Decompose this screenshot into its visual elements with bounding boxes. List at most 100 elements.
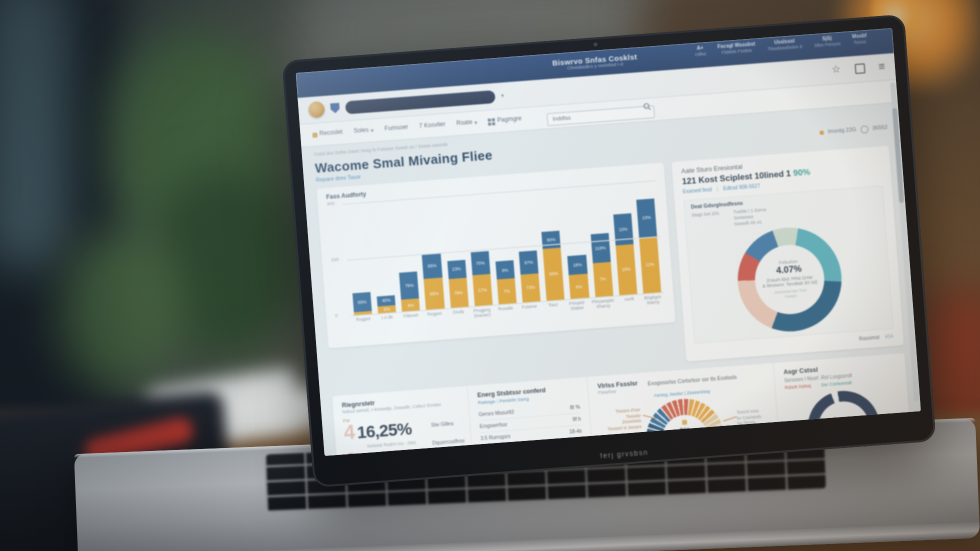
- bar-value-label: 10%: [621, 266, 631, 273]
- nav-item-label: Pagmgre: [497, 116, 522, 124]
- nav-item-7-kosvlier[interactable]: 7 Kosvlier: [419, 121, 446, 130]
- table-cell-name: Rsvls Cssrbr Issrslrss: [481, 444, 530, 454]
- maximize-icon[interactable]: [854, 63, 865, 75]
- chart-ytick: 150: [330, 257, 340, 264]
- bar-segment-top: 70%: [470, 251, 491, 275]
- chrome-actions: ☆ ≡: [831, 60, 886, 76]
- menu-hamburger-icon[interactable]: ≡: [878, 60, 886, 73]
- search-box: [546, 100, 655, 127]
- bar-segment-top: 118%: [590, 233, 611, 263]
- grid-icon: [488, 117, 496, 126]
- bar-segment-top: 80%: [541, 230, 561, 249]
- nav-item-pagmgre[interactable]: Pagmgre: [488, 116, 522, 126]
- nav-item-recoslet[interactable]: Recoslet: [312, 129, 343, 138]
- risk-link-red[interactable]: Rdsrlt Sslssj: [784, 384, 812, 392]
- gauge-link-2[interactable]: Zssssrslssy: [686, 388, 711, 396]
- summary-link-2[interactable]: Edtrsd 908-5527: [722, 183, 761, 193]
- laptop-lid: Biswrvo Snfas Cosklst Chrwdasdtcs y resr…: [281, 14, 937, 488]
- nav-item-fumsoer[interactable]: Fumsoer: [384, 124, 408, 133]
- bar-category-label: Rosaile: [498, 305, 514, 312]
- footer-value-link[interactable]: 434: [884, 333, 894, 341]
- table-cell-name: Ersgswrrfssr: [479, 421, 508, 430]
- progress-ring-arc: [805, 388, 883, 456]
- bar-value-label: 10%: [641, 215, 652, 221]
- meta-label: Imsntg 22G: [827, 127, 857, 136]
- bar-category-label: Regpet: [427, 310, 442, 317]
- bar-category-label: Rogpet: [355, 316, 371, 323]
- titlebar-menu-item[interactable]: Fscsgl Wsssbst Flsblsls Fssttss: [717, 41, 756, 56]
- help-circle-icon[interactable]: [860, 125, 869, 134]
- energy-link-2[interactable]: Perstrlrt Ssrrg: [499, 397, 530, 405]
- nav-item-soles[interactable]: Soles ▾: [353, 127, 373, 135]
- donut-chart: Felsuhen 4.07% (Fsturh fdrd: PR6t GHW & …: [733, 223, 846, 336]
- kpi-side-item[interactable]: Dqusrrcsslfvss: [432, 438, 465, 447]
- bar-value-label: 7%: [599, 276, 607, 283]
- donut-center-note: (Fsturh fdrd: PR6t GHW & ldnstsenr. Tsns…: [762, 274, 818, 290]
- nav-item-roate[interactable]: Roate ▾: [456, 119, 477, 128]
- bar-segment-top: 79%: [399, 271, 420, 300]
- bar-value-label: 70%: [475, 260, 485, 266]
- titlebar-item-bottom: Tlsssbsssfsslss 9: [767, 44, 803, 52]
- bar-value-label: 87%: [524, 259, 534, 265]
- bar-value-label: 10%: [618, 226, 628, 233]
- bar-segment-bottom: 7%: [496, 277, 517, 305]
- risk-link-teal[interactable]: Ssr Csrtssrsslt: [820, 381, 853, 389]
- address-pill[interactable]: [345, 89, 496, 114]
- bar-value-label: 7%: [503, 288, 511, 294]
- table-cell-value: 23-6s 22h: [560, 440, 583, 448]
- kpi-side-item[interactable]: Stw Glilea: [430, 421, 454, 429]
- ring-center: Tssrs ssss 4.987% Tssr Lssssl: [819, 401, 870, 452]
- titlebar-menu-item[interactable]: Usslssst Tlsssbsssfsslss 9: [767, 38, 803, 52]
- titlebar-menu-item[interactable]: SjSj Sllss Psrsyss: [814, 35, 841, 49]
- bar-value-label: 55%: [429, 290, 439, 297]
- bar-value-label: 18%: [572, 262, 583, 269]
- table-cell-value: 18-4s: [569, 428, 583, 435]
- titlebar-menu: A+ csllss Fscsgl Wsssbst Flsblsls Fssttss Us…: [694, 33, 867, 58]
- nav-item-label: 7 Kosvlier: [418, 121, 446, 130]
- main-nav: Recoslet Soles ▾ Fumsoer 7 Kosvlier Roate ▾ Pag…: [299, 80, 898, 148]
- titlebar-menu-item[interactable]: Mssbf Tsssst: [852, 33, 867, 46]
- summary-link-1[interactable]: Exarsed fesd: [682, 187, 713, 196]
- bar-category-label: Progjerg (Inacter): [473, 307, 491, 319]
- progress-ring: Tssrs ssss 4.987% Tssr Lssssl: [805, 388, 883, 456]
- titlebar-menu-item[interactable]: A+ csllss: [694, 45, 706, 58]
- energy-link-1[interactable]: Ratssge: [477, 399, 496, 407]
- bar-segment-bottom: 78%: [448, 277, 469, 309]
- webcam-dot: [593, 42, 598, 47]
- bar-segment-bottom: 7%: [592, 261, 614, 298]
- kpi-ghost-numeral: 4: [343, 421, 356, 445]
- table-cell-name: Gersrs Mssurlt3: [478, 409, 515, 418]
- bar-category-label: Phryamplin Xharoy: [591, 297, 615, 310]
- donut-center: Felsuhen 4.07% (Fsturh fdrd: PR6t GHW & …: [749, 239, 830, 320]
- bar-value-label: 23%: [452, 266, 462, 273]
- bar-segment-bottom: 55%: [542, 247, 565, 301]
- app-logo-icon[interactable]: [307, 100, 326, 119]
- bar-value-label: 5%: [383, 306, 391, 312]
- energy-panel: Energ Stsbtssr conferd Ratssge | Perstrl…: [466, 377, 596, 456]
- bar-value-label: 79%: [404, 282, 414, 289]
- leader-line: [723, 416, 737, 422]
- gauge-link-1[interactable]: Asrssg Jssslsr: [653, 390, 684, 399]
- search-icon[interactable]: [643, 103, 652, 112]
- bar-segment-top: 65%: [422, 252, 443, 279]
- bar-value-label: 8%: [501, 267, 509, 273]
- bar-value-label: 73%: [526, 284, 536, 291]
- table-cell-value: 8t %: [569, 404, 581, 411]
- bookmark-star-icon[interactable]: ☆: [831, 64, 842, 76]
- divider: |: [716, 186, 719, 193]
- bar-value-label: 80%: [546, 236, 556, 243]
- gauge-annotation-left: Tssssrs d'Issr Tsssslsr Zsssslssls Tssss…: [607, 407, 642, 432]
- ring-center-value: 4.987%: [827, 419, 861, 434]
- chevron-down-icon[interactable]: ▾: [500, 92, 505, 100]
- shield-icon: [330, 103, 340, 114]
- titlebar-item-bottom: Sllss Psrsyss: [814, 41, 841, 49]
- bar-segment-top: 10%: [613, 213, 634, 246]
- table-cell-value: 9f h: [572, 416, 582, 423]
- bar-category-label: Orufa: [452, 309, 465, 315]
- bar-value-label: 65%: [357, 298, 367, 305]
- bar-segment-top: 18%: [567, 255, 588, 276]
- titlebar-item-bottom: csllss: [694, 51, 707, 58]
- bar-value-label: 78%: [453, 290, 463, 296]
- bar-chart-card: Fass Audforty 65% 40% 5% 79% 8% 65% 55% 23% 78% 7…: [316, 162, 676, 349]
- distribution-col-left: Stagt Set 201: [691, 210, 720, 218]
